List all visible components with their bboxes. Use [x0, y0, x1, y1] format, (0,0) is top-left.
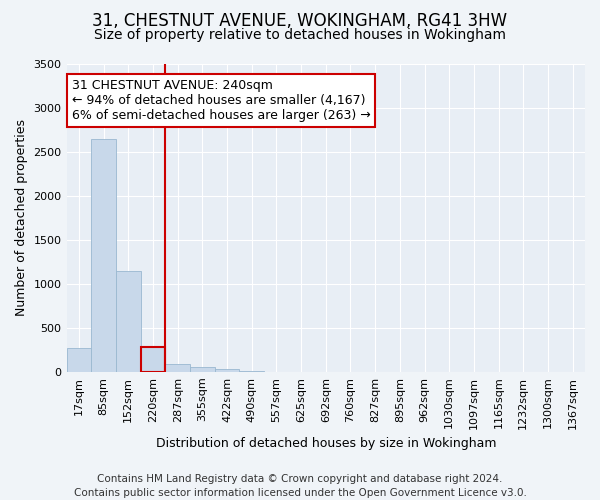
Bar	[215, 369, 239, 372]
Text: 31 CHESTNUT AVENUE: 240sqm
← 94% of detached houses are smaller (4,167)
6% of se: 31 CHESTNUT AVENUE: 240sqm ← 94% of deta…	[72, 80, 370, 122]
Bar	[116, 270, 140, 372]
Text: 31, CHESTNUT AVENUE, WOKINGHAM, RG41 3HW: 31, CHESTNUT AVENUE, WOKINGHAM, RG41 3HW	[92, 12, 508, 30]
Bar	[239, 371, 264, 372]
Text: Contains HM Land Registry data © Crown copyright and database right 2024.
Contai: Contains HM Land Registry data © Crown c…	[74, 474, 526, 498]
X-axis label: Distribution of detached houses by size in Wokingham: Distribution of detached houses by size …	[155, 437, 496, 450]
Bar	[91, 139, 116, 372]
Bar	[67, 348, 91, 372]
Bar	[140, 347, 165, 372]
Bar	[165, 364, 190, 372]
Text: Size of property relative to detached houses in Wokingham: Size of property relative to detached ho…	[94, 28, 506, 42]
Bar	[190, 368, 215, 372]
Y-axis label: Number of detached properties: Number of detached properties	[15, 120, 28, 316]
